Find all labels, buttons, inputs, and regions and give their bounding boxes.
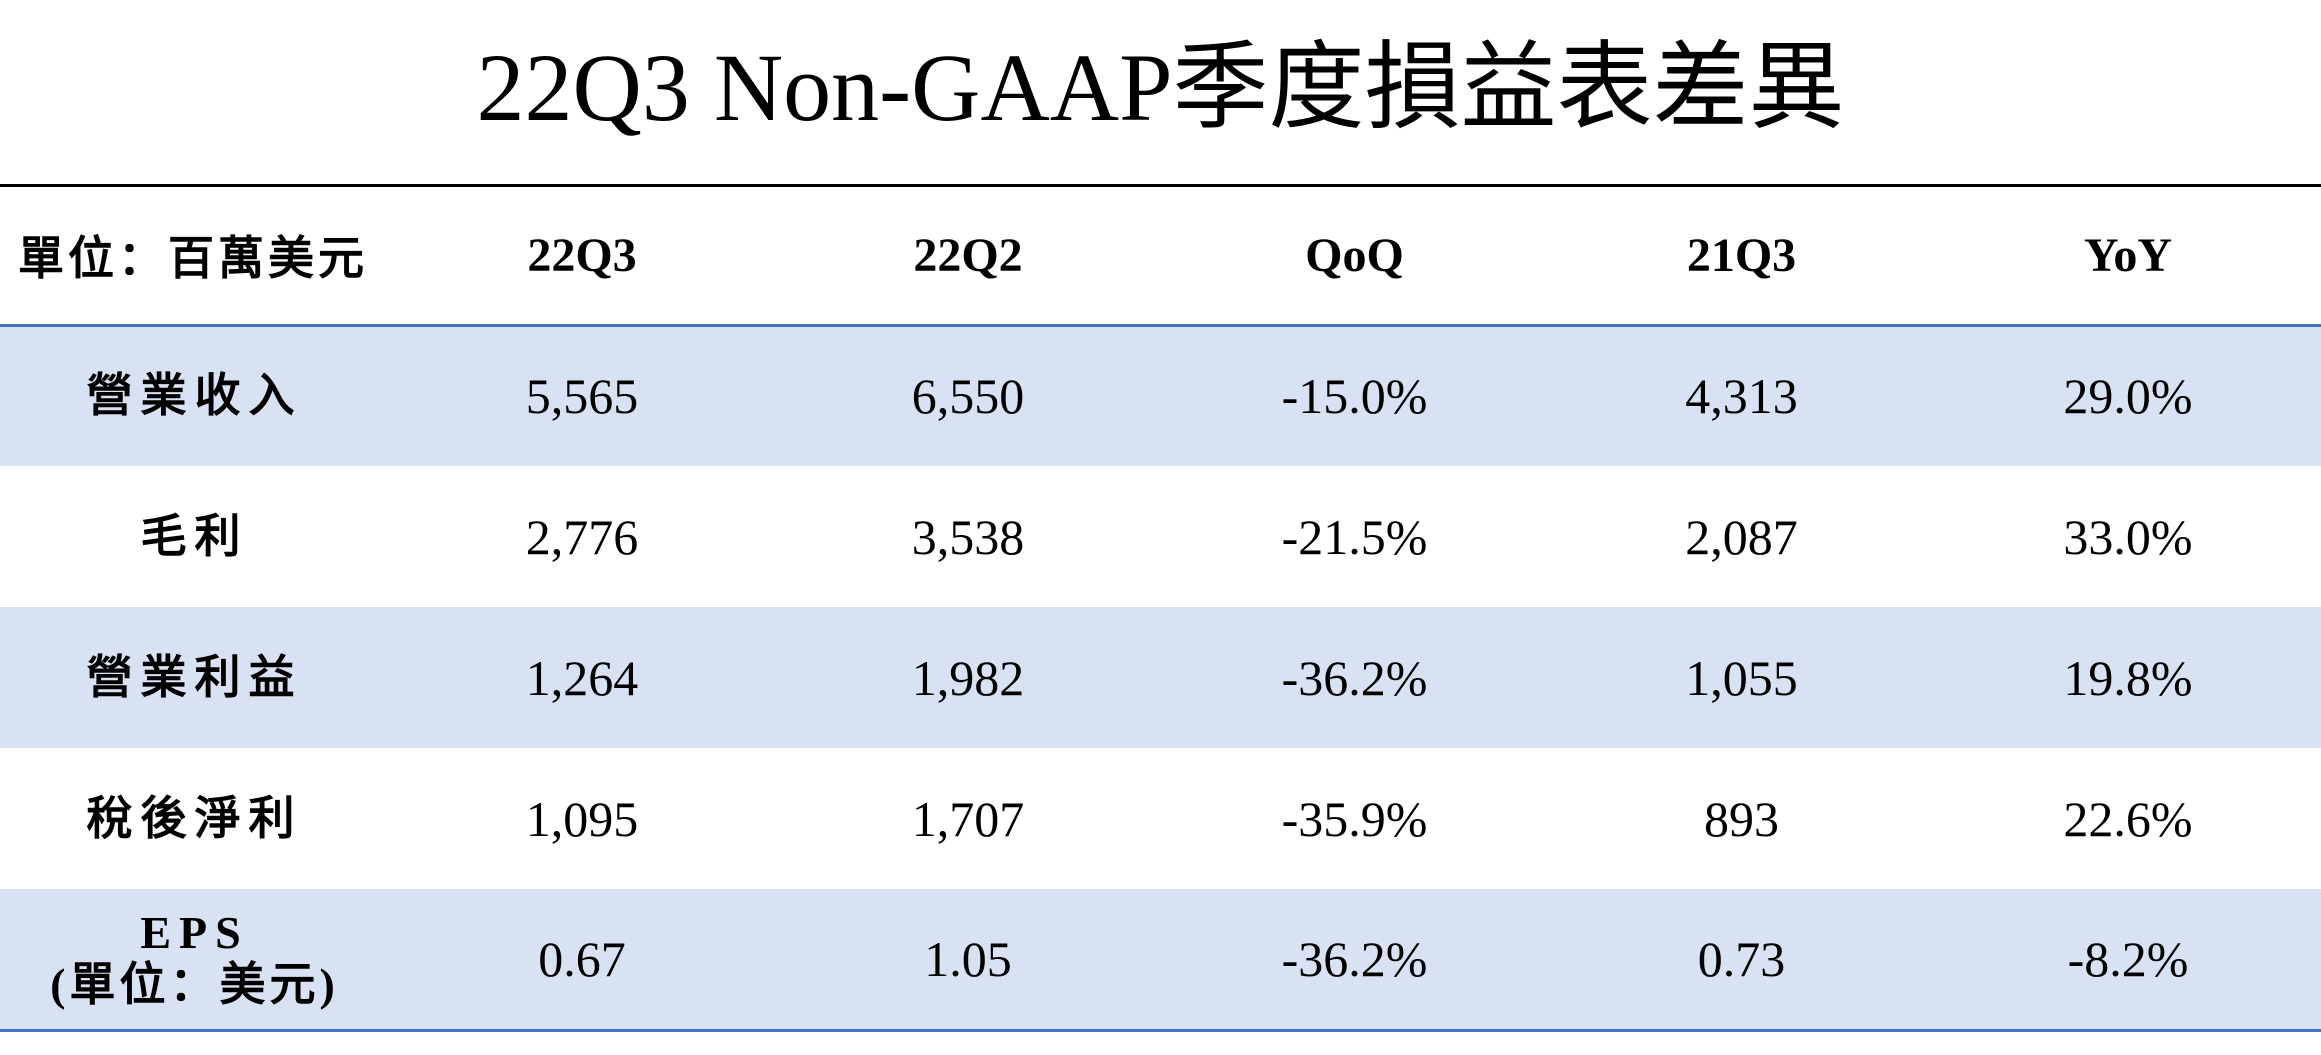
table-cell: 2,087	[1685, 508, 1798, 565]
page-title: 22Q3 Non-GAAP季度損益表差異	[476, 34, 1845, 141]
table-cell: 1,707	[911, 790, 1025, 847]
table-cell: 2,776	[525, 508, 639, 565]
row-label: 營業收入	[0, 325, 389, 466]
table-cell: 33.0%	[2063, 508, 2193, 565]
row-label-text: 稅後淨利	[86, 792, 303, 844]
table-cell: -21.5%	[1281, 508, 1428, 565]
table-cell: -15.0%	[1161, 325, 1548, 466]
table-row-net-income: 稅後淨利 1,095 1,707 -35.9% 893 22.6%	[0, 748, 2321, 889]
table-cell: 0.67	[389, 889, 775, 1032]
column-header-22q2: 22Q2	[775, 187, 1161, 327]
table-cell: 19.8%	[1935, 607, 2321, 748]
table-row-gross-profit: 毛利 2,776 3,538 -21.5% 2,087 33.0%	[0, 466, 2321, 607]
column-header-yoy: YoY	[1935, 187, 2321, 327]
row-label-text: 營業收入	[86, 370, 303, 422]
table-cell: -8.2%	[1935, 889, 2321, 1032]
table-cell: 1,055	[1548, 607, 1935, 748]
column-header-21q3: 21Q3	[1548, 187, 1935, 327]
table-cell: 3,538	[911, 508, 1025, 565]
table-cell: 1,095	[525, 790, 639, 847]
table-cell: 4,313	[1548, 325, 1935, 466]
table-cell: 22.6%	[2063, 790, 2193, 847]
row-label-text: EPS	[140, 906, 249, 958]
row-label: EPS (單位：美元)	[0, 889, 389, 1032]
table-cell: 893	[1704, 790, 1779, 847]
table-cell: 0.73	[1548, 889, 1935, 1032]
table-cell: 6,550	[775, 325, 1161, 466]
table-cell: 5,565	[389, 325, 775, 466]
table-cell: -35.9%	[1281, 790, 1428, 847]
row-label: 毛利	[0, 466, 389, 607]
table-cell: 1,264	[389, 607, 775, 748]
table-cell: -36.2%	[1161, 607, 1548, 748]
table-row-revenue: 營業收入 5,565 6,550 -15.0% 4,313 29.0%	[0, 325, 2321, 466]
table-cell: 1,982	[775, 607, 1161, 748]
table-cell: 29.0%	[1935, 325, 2321, 466]
column-header-22q3: 22Q3	[389, 187, 775, 327]
income-statement-table: 單位：百萬美元 22Q3 22Q2 QoQ 21Q3 YoY 營業收入 5,56…	[0, 187, 2321, 1032]
row-label: 營業利益	[0, 607, 389, 748]
table-cell: 1.05	[775, 889, 1161, 1032]
row-label-unit: (單位：美元)	[50, 958, 339, 1010]
table-cell: -36.2%	[1161, 889, 1548, 1032]
table-row-eps: EPS (單位：美元) 0.67 1.05 -36.2% 0.73 -8.2%	[0, 889, 2321, 1032]
header-row: 單位：百萬美元 22Q3 22Q2 QoQ 21Q3 YoY	[0, 187, 2321, 327]
row-label: 稅後淨利	[0, 748, 389, 889]
row-label-text: 營業利益	[86, 651, 303, 703]
unit-header: 單位：百萬美元	[0, 187, 389, 327]
top-divider	[0, 184, 2321, 187]
row-label-text: 毛利	[140, 510, 249, 562]
column-header-qoq: QoQ	[1161, 187, 1548, 327]
table-row-operating-income: 營業利益 1,264 1,982 -36.2% 1,055 19.8%	[0, 607, 2321, 748]
